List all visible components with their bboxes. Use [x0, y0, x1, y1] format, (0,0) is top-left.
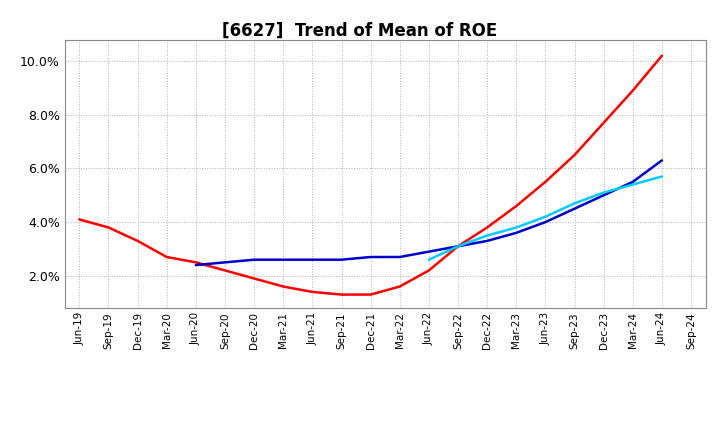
3 Years — [570, 152, 579, 158]
3 Years — [454, 244, 462, 249]
7 Years — [599, 190, 608, 195]
5 Years — [483, 238, 492, 244]
3 Years — [220, 268, 229, 273]
5 Years — [220, 260, 229, 265]
5 Years — [308, 257, 317, 262]
5 Years — [425, 249, 433, 254]
Line: 5 Years: 5 Years — [196, 160, 662, 265]
Line: 3 Years: 3 Years — [79, 56, 662, 295]
5 Years — [454, 244, 462, 249]
3 Years — [541, 179, 550, 184]
3 Years — [512, 203, 521, 209]
3 Years — [337, 292, 346, 297]
7 Years — [483, 233, 492, 238]
3 Years — [395, 284, 404, 289]
7 Years — [629, 182, 637, 187]
3 Years — [425, 268, 433, 273]
3 Years — [104, 225, 113, 230]
3 Years — [75, 217, 84, 222]
3 Years — [250, 276, 258, 281]
3 Years — [657, 53, 666, 59]
5 Years — [599, 193, 608, 198]
3 Years — [629, 88, 637, 93]
3 Years — [163, 254, 171, 260]
5 Years — [279, 257, 287, 262]
3 Years — [279, 284, 287, 289]
5 Years — [629, 179, 637, 184]
7 Years — [657, 174, 666, 179]
Line: 7 Years: 7 Years — [429, 176, 662, 260]
3 Years — [308, 289, 317, 294]
5 Years — [570, 206, 579, 211]
5 Years — [512, 230, 521, 235]
3 Years — [366, 292, 375, 297]
3 Years — [192, 260, 200, 265]
Text: [6627]  Trend of Mean of ROE: [6627] Trend of Mean of ROE — [222, 22, 498, 40]
7 Years — [454, 244, 462, 249]
5 Years — [541, 220, 550, 225]
5 Years — [250, 257, 258, 262]
5 Years — [366, 254, 375, 260]
5 Years — [657, 158, 666, 163]
7 Years — [541, 214, 550, 220]
5 Years — [395, 254, 404, 260]
3 Years — [483, 225, 492, 230]
3 Years — [133, 238, 142, 244]
3 Years — [599, 120, 608, 125]
7 Years — [512, 225, 521, 230]
5 Years — [337, 257, 346, 262]
5 Years — [192, 262, 200, 268]
7 Years — [570, 201, 579, 206]
7 Years — [425, 257, 433, 262]
